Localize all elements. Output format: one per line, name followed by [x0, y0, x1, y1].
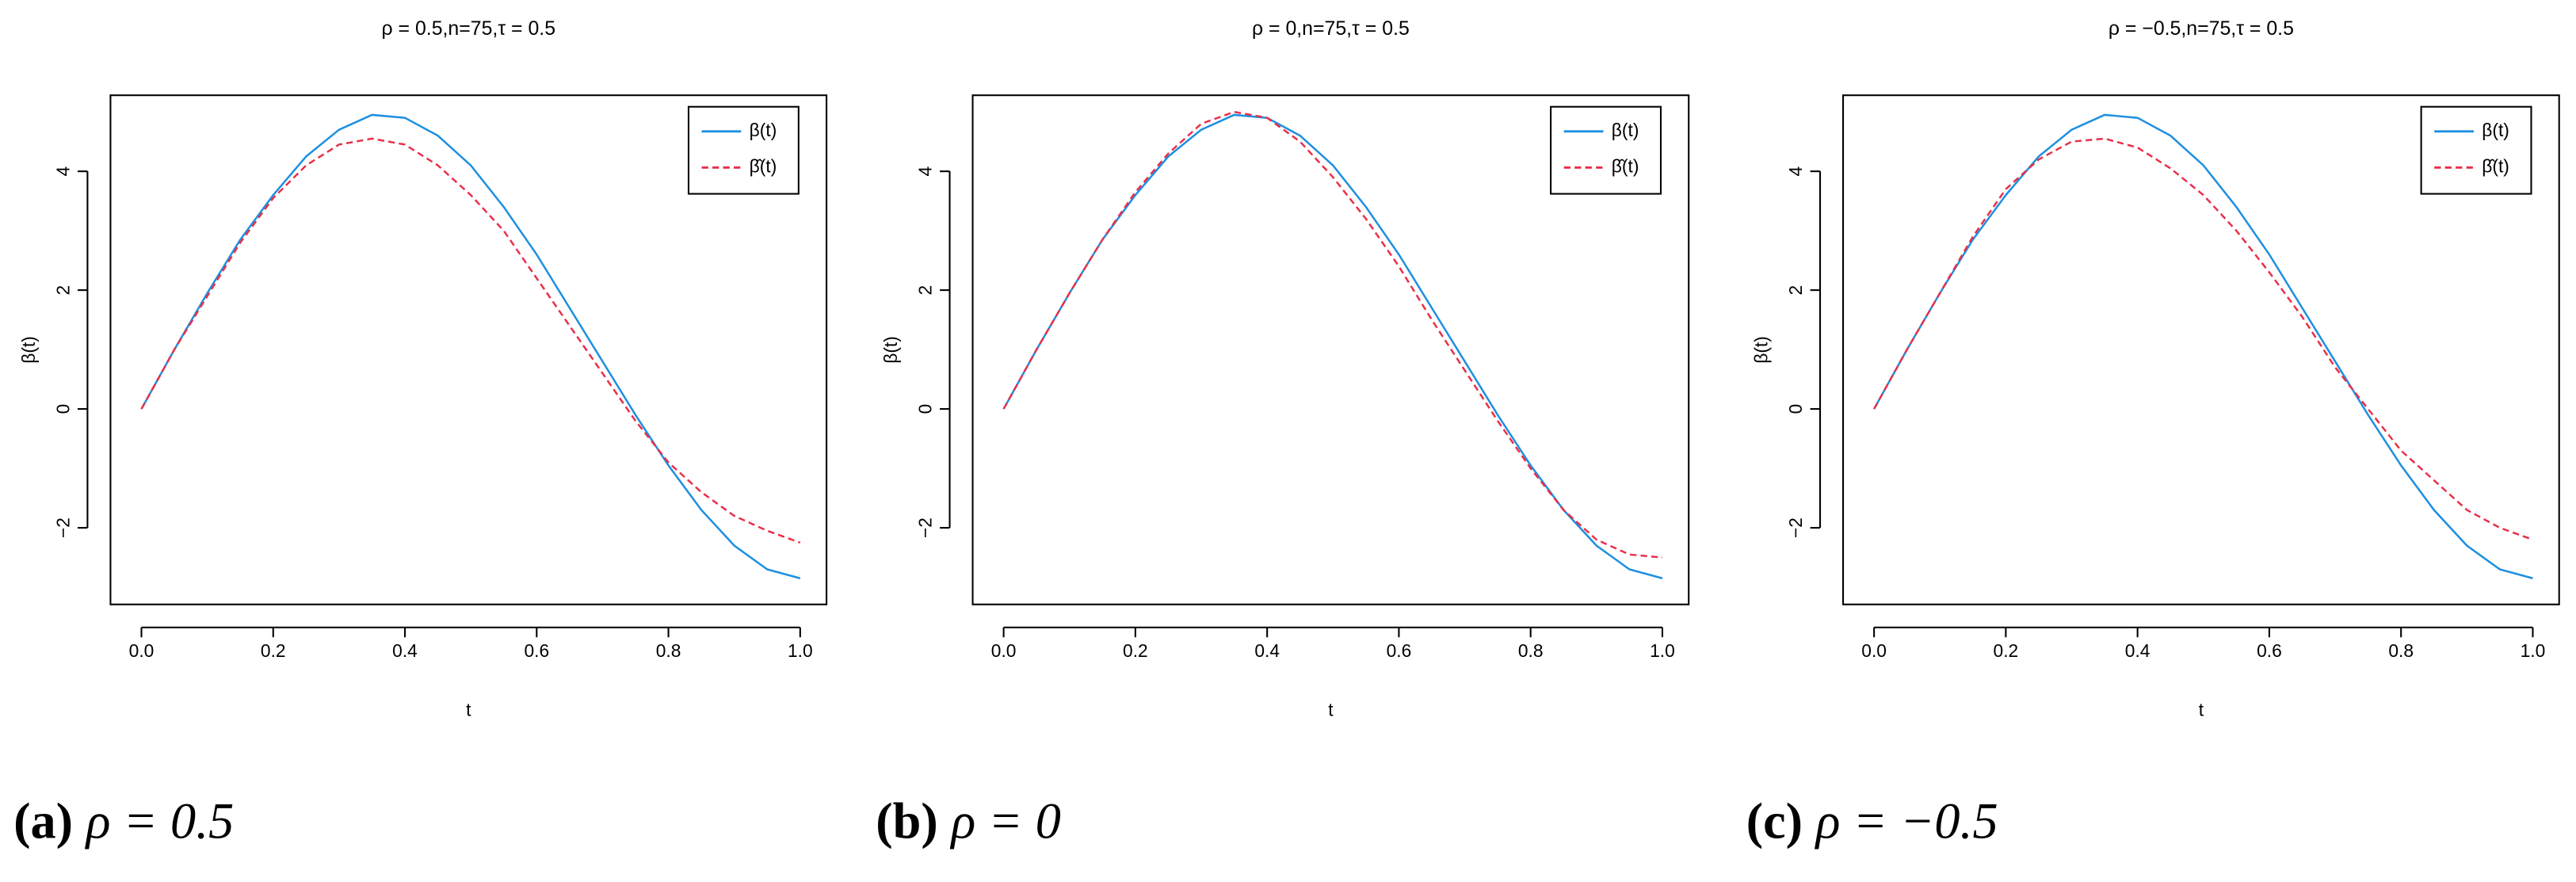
y-tick-label: 4 [1785, 166, 1806, 177]
y-tick-label: 0 [52, 404, 73, 414]
chart-panel: ρ = 0.5,n=75,τ = 0.5 0.0 0.2 0.4 0.6 0.8 1.0 −2… [13, 17, 828, 849]
plot-frame [971, 94, 1690, 605]
x-tick-label: 0.8 [1518, 640, 1544, 661]
chart-title: ρ = 0,n=75,τ = 0.5 [1252, 17, 1410, 40]
legend-label: β̂(t) [750, 155, 777, 176]
data-line [140, 113, 801, 579]
y-tick-label: 0 [1785, 404, 1806, 414]
legend-label: β(t) [750, 120, 777, 140]
y-tick-label: −2 [1785, 517, 1806, 538]
legend-label: β̂(t) [1612, 155, 1639, 176]
x-tick-label: 1.0 [788, 640, 813, 661]
y-tick-label: −2 [915, 517, 936, 538]
plot-frame [1842, 94, 2560, 605]
x-tick-label: 0.8 [2388, 640, 2414, 661]
x-tick-label: 1.0 [1650, 640, 1675, 661]
y-tick-label: −2 [52, 517, 73, 538]
x-axis-label: t [1328, 699, 1334, 720]
data-line [1873, 137, 2533, 541]
legend-label: β(t) [1612, 120, 1639, 140]
chart-title: ρ = 0.5,n=75,τ = 0.5 [381, 17, 555, 40]
x-tick-label: 0.0 [991, 640, 1017, 661]
legend-label: β̂(t) [2482, 155, 2509, 176]
x-axis-label: t [2199, 699, 2204, 720]
x-tick-label: 0.6 [1387, 640, 1412, 661]
chart-panel: ρ = 0,n=75,τ = 0.5 0.0 0.2 0.4 0.6 0.8 1.0 −2 0 2… [876, 17, 1690, 849]
chart-panel: ρ = −0.5,n=75,τ = 0.5 0.0 0.2 0.4 0.6 0.8 1.0 −… [1746, 17, 2560, 849]
caption-label: (a) [13, 792, 73, 849]
x-tick-label: 0.2 [1123, 640, 1148, 661]
data-line [140, 137, 801, 544]
y-tick-label: 4 [52, 166, 73, 177]
legend-label: β(t) [2482, 120, 2509, 140]
y-axis-label: β(t) [1751, 336, 1772, 364]
plot-frame [109, 94, 828, 605]
caption-text: ρ = −0.5 [1815, 792, 1998, 849]
x-tick-label: 0.8 [656, 640, 681, 661]
data-line [1002, 110, 1663, 559]
caption: (a) ρ = 0.5 [13, 792, 234, 849]
x-tick-label: 0.4 [2125, 640, 2150, 661]
x-tick-label: 0.6 [2257, 640, 2282, 661]
caption-text: ρ = 0 [949, 792, 1060, 849]
caption-label: (b) [876, 792, 938, 849]
y-tick-label: 4 [915, 166, 936, 177]
x-tick-label: 0.0 [129, 640, 155, 661]
y-axis-label: β(t) [880, 336, 901, 364]
x-tick-label: 1.0 [2521, 640, 2546, 661]
x-tick-label: 0.2 [1994, 640, 2019, 661]
legend-box [687, 105, 800, 195]
y-axis-label: β(t) [18, 336, 39, 364]
caption-text: ρ = 0.5 [85, 792, 235, 849]
caption-label: (c) [1746, 792, 1803, 849]
caption: (c) ρ = −0.5 [1746, 792, 1998, 849]
x-tick-label: 0.4 [392, 640, 418, 661]
x-axis-label: t [466, 699, 471, 720]
caption: (b) ρ = 0 [876, 792, 1061, 849]
y-tick-label: 2 [915, 285, 936, 296]
x-tick-label: 0.4 [1254, 640, 1280, 661]
x-tick-label: 0.2 [261, 640, 286, 661]
y-tick-label: 0 [915, 404, 936, 414]
legend-box [1550, 105, 1662, 195]
chart-title: ρ = −0.5,n=75,τ = 0.5 [2109, 17, 2294, 40]
y-tick-label: 2 [52, 285, 73, 296]
legend-box [2420, 105, 2532, 195]
x-tick-label: 0.6 [524, 640, 549, 661]
y-tick-label: 2 [1785, 285, 1806, 296]
x-tick-label: 0.0 [1861, 640, 1887, 661]
data-line [1873, 113, 2533, 579]
